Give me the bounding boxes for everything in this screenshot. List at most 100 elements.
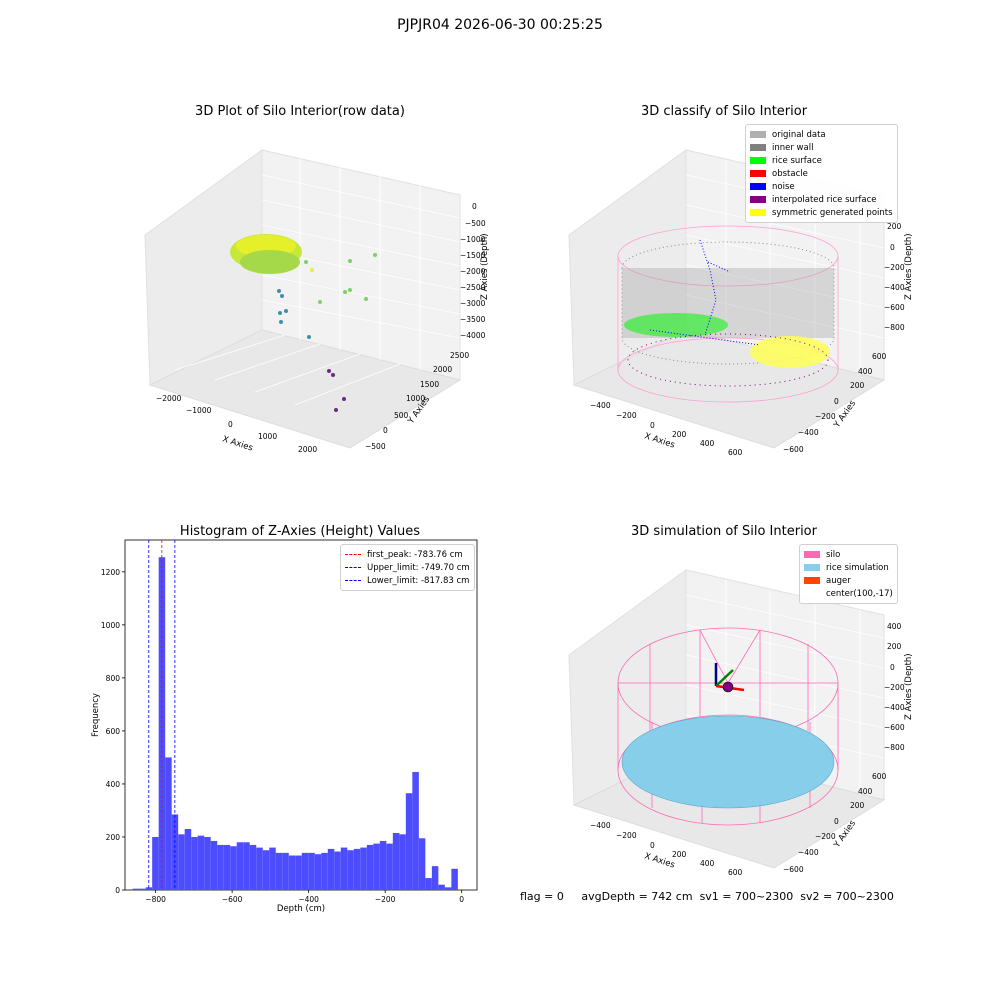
panel3-xlabel: Depth (cm) [277,904,325,914]
panel1-ytick: 1500 [420,380,439,389]
panel2-symmetric-points [750,336,830,368]
histogram-bar [269,847,276,890]
panel4-ztick: 400 [887,622,902,631]
panel4-xtick: −200 [616,831,637,840]
panel1-ytick: 1000 [406,394,425,403]
panel4-xtick: 0 [650,841,655,850]
histogram-bar [139,888,146,890]
histogram-bar [262,850,270,890]
histogram-bar [145,887,153,890]
legend-label: Upper_limit: -749.70 cm [367,562,470,573]
panel4-ztick: −800 [884,743,905,752]
panel4-xtick: 400 [700,859,715,868]
panel2-ytick: 600 [872,352,887,361]
panel1-xtick: −2000 [156,394,182,403]
sv2-text: sv2 = 700~2300 [800,890,894,903]
panel1-y-ticks: −500 0 500 1000 1500 2000 2500 [365,351,469,451]
histogram-bar [236,842,244,890]
panel4-ytick: 600 [872,772,887,781]
panel4-ytick: 200 [850,801,865,810]
panel4-xtick: 600 [728,868,743,877]
y-tick-label: 200 [106,833,121,842]
panel1-ytick: 0 [383,426,388,435]
legend-swatch [345,580,361,581]
legend-swatch [750,157,766,164]
panel4-ytick: −600 [783,865,804,874]
histogram-bar [386,843,393,890]
histogram-bar [321,852,328,890]
panel4-ytick: 0 [834,817,839,826]
histogram-bar [379,840,387,890]
panel4-y-ticks: −600 −400 −200 0 200 400 600 [783,772,887,874]
panel1-ztick: −3500 [460,315,486,324]
panel4-ztick: 200 [887,642,902,651]
legend-label: silo [826,549,841,560]
histogram-bar [373,843,380,890]
panel1-xlabel: X Axies [221,434,254,453]
panel2-xtick: 400 [700,439,715,448]
y-tick-label: 0 [115,886,120,895]
histogram-bar [210,840,218,890]
panel2-title: 3D classify of Silo Interior [640,104,808,119]
panel2-x-ticks: −400 −200 0 200 400 600 [590,401,743,457]
histogram-bar [178,834,185,890]
legend-label: inner wall [772,142,814,153]
panel1-ztick: 0 [472,202,477,211]
y-tick-label: 400 [106,780,121,789]
panel2-ytick: −400 [798,428,819,437]
panel2-ztick: −800 [884,323,905,332]
legend-label: interpolated rice surface [772,194,877,205]
histogram-bar [288,855,296,890]
status-footer: flag = 0 avgDepth = 742 cm sv1 = 700~230… [520,890,894,903]
panel2-floor-pane [572,329,886,449]
histogram-bar [444,887,452,890]
legend-label: rice surface [772,155,822,166]
flag-text: flag = 0 [520,890,564,903]
histogram-bar [392,832,400,890]
panel4-ztick: −600 [884,723,905,732]
histogram-bar [275,852,283,890]
panel1-ytick: 500 [394,411,409,420]
panel2-interpolated-surface [627,333,829,387]
histogram-bar [425,878,432,890]
panel4-xtick: 200 [672,850,687,859]
y-tick-label: 800 [106,674,121,683]
panel4-ztick: −200 [884,683,905,692]
panel1-floor-pane [148,329,462,449]
panel2-ytick: −200 [815,412,836,421]
panel3-vlines [148,540,176,890]
legend-entry: first_peak: -783.76 cm [345,548,470,561]
panel2-ytick: −600 [783,445,804,454]
legend-label: auger [826,575,851,586]
x-tick-label: −600 [222,895,243,904]
histogram-bar [431,866,439,890]
panel2-xtick: −400 [590,401,611,410]
legend-entry: Upper_limit: -749.70 cm [345,561,470,574]
panel2-ztick: 200 [887,222,902,231]
panel1-ztick: −500 [465,219,486,228]
y-tick-label: 600 [106,727,121,736]
histogram-bar [191,836,198,890]
panel3-plot-area: −800 −600 −400 −200 0 0 200 400 600 800 1000 1200 [101,539,478,904]
legend-swatch [750,196,766,203]
legend-swatch [804,590,820,597]
histogram-bar [197,835,205,890]
panel1-xtick: 0 [228,420,233,429]
y-tick-label: 1200 [101,568,120,577]
histogram-bar [334,851,341,890]
histogram-bar [301,852,309,890]
legend-entry: interpolated rice surface [750,193,893,206]
panel4-3d-axes [568,569,886,869]
legend-swatch [750,209,766,216]
panel1-x-ticks: −2000 −1000 0 1000 2000 [156,394,317,454]
histogram-bar [295,855,302,890]
histogram-bar [327,848,335,890]
legend-entry: auger [804,574,893,587]
panel1-ztick: −3000 [460,299,486,308]
panel4-xtick: −400 [590,821,611,830]
histogram-bar [353,848,361,890]
panel2-ztick: −400 [884,283,905,292]
panel3-y-ticks: 0 200 400 600 800 1000 1200 [101,568,125,895]
panel2-ztick: −600 [884,303,905,312]
